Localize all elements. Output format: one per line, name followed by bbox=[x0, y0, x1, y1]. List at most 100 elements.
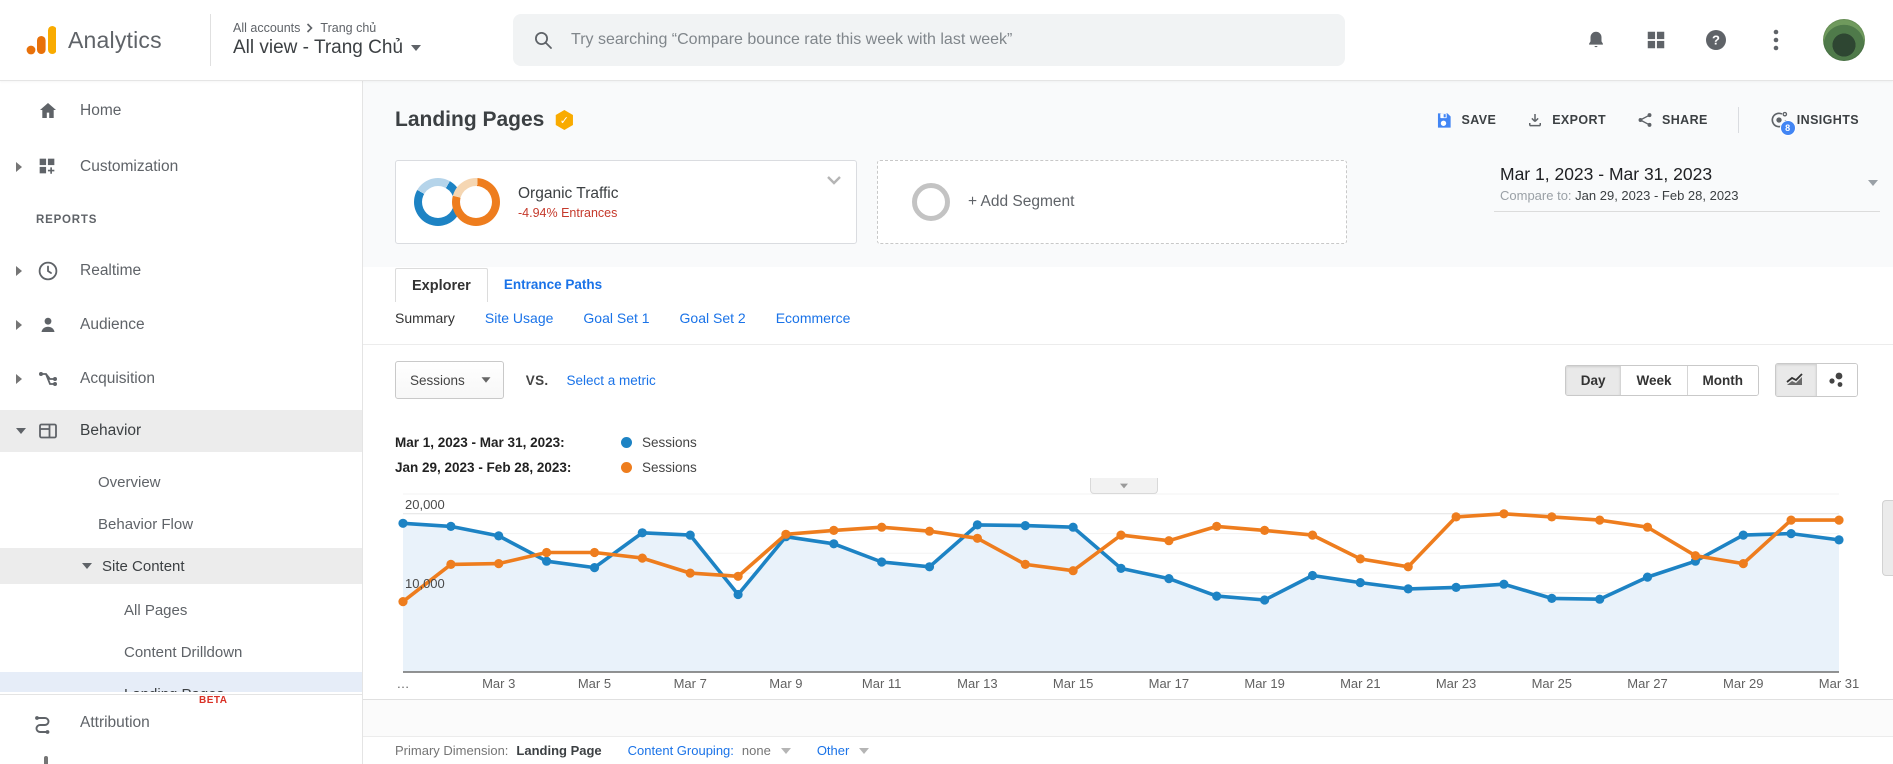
sidebar-item-home[interactable]: Home bbox=[0, 92, 362, 130]
sidebar-item-landing-pages-partial[interactable]: Landing Pages bbox=[0, 672, 362, 692]
sidebar-item-audience[interactable]: Audience bbox=[0, 306, 362, 344]
user-avatar[interactable] bbox=[1823, 19, 1865, 61]
compare-range: Jan 29, 2023 - Feb 28, 2023 bbox=[1575, 188, 1739, 203]
sessions-chart: 10,000 20,000 … Mar 3 Mar 5 Mar 7 Mar 9 Mar 11… bbox=[395, 486, 1860, 700]
top-bar: Analytics All accounts Trang chủ All vie… bbox=[0, 0, 1893, 81]
date-range-picker[interactable]: Mar 1, 2023 - Mar 31, 2023 Compare to: J… bbox=[1494, 160, 1880, 212]
motion-chart-type-button[interactable] bbox=[1816, 364, 1857, 396]
segment-chevron-down-icon[interactable] bbox=[826, 175, 842, 185]
other-dimension-link[interactable]: Other bbox=[816, 743, 850, 758]
chart-plot: 10,000 20,000 bbox=[398, 493, 1844, 673]
sidebar-item-realtime[interactable]: Realtime bbox=[0, 252, 362, 290]
subtab-goal-set-1[interactable]: Goal Set 1 bbox=[583, 310, 650, 326]
notifications-bell-icon[interactable] bbox=[1583, 27, 1609, 53]
export-button[interactable]: EXPORT bbox=[1526, 111, 1606, 129]
chevron-down-icon bbox=[780, 747, 791, 754]
tab-entrance-paths[interactable]: Entrance Paths bbox=[488, 267, 618, 302]
granularity-day-button[interactable]: Day bbox=[1565, 365, 1621, 395]
side-drawer-tab[interactable] bbox=[1882, 500, 1893, 576]
kebab-menu-icon[interactable] bbox=[1763, 27, 1789, 53]
partial-sidebar-icon bbox=[44, 756, 48, 764]
content-grouping-link[interactable]: Content Grouping: bbox=[627, 743, 734, 758]
active-segment-card[interactable]: Organic Traffic -4.94% Entrances bbox=[395, 160, 857, 244]
page-title: Landing Pages ✓ bbox=[395, 108, 574, 132]
view-selector[interactable]: All view - Trang Chủ bbox=[233, 37, 422, 59]
help-icon[interactable]: ? bbox=[1703, 27, 1729, 53]
x-axis-tick: Mar 11 bbox=[861, 676, 902, 691]
primary-dimension-row: Primary Dimension: Landing Page Content … bbox=[362, 736, 1893, 764]
sidebar-item-behavior[interactable]: Behavior bbox=[0, 410, 362, 452]
x-axis-tick: Mar 17 bbox=[1148, 676, 1190, 691]
segment-donut-icons bbox=[414, 178, 500, 226]
line-chart-type-button[interactable] bbox=[1776, 364, 1816, 396]
legend-dot-icon bbox=[621, 462, 632, 473]
x-axis-tick: Mar 3 bbox=[482, 676, 516, 691]
breadcrumb[interactable]: All accounts Trang chủ bbox=[233, 21, 421, 35]
share-button[interactable]: SHARE bbox=[1636, 111, 1708, 129]
granularity-week-button[interactable]: Week bbox=[1620, 365, 1687, 395]
brand[interactable]: Analytics bbox=[0, 25, 202, 55]
sidebar-item-label: Customization bbox=[80, 158, 179, 175]
search-input[interactable] bbox=[569, 30, 1326, 50]
subtab-site-usage[interactable]: Site Usage bbox=[484, 310, 554, 326]
select-metric-link[interactable]: Select a metric bbox=[566, 372, 656, 388]
subtab-goal-set-2[interactable]: Goal Set 2 bbox=[679, 310, 746, 326]
subtab-ecommerce[interactable]: Ecommerce bbox=[775, 310, 851, 326]
search-bar[interactable] bbox=[513, 14, 1346, 66]
breadcrumb-chevron-icon bbox=[306, 23, 314, 33]
tab-label: Explorer bbox=[412, 277, 471, 294]
granularity-toggle: Day Week Month bbox=[1564, 364, 1759, 396]
sidebar-item-label: Home bbox=[80, 102, 122, 119]
metric-dropdown[interactable]: Sessions bbox=[395, 361, 504, 399]
save-button[interactable]: SAVE bbox=[1434, 111, 1496, 130]
x-axis-tick: Mar 9 bbox=[769, 676, 803, 691]
collapse-arrow-icon[interactable] bbox=[16, 428, 26, 434]
line-chart-icon bbox=[1786, 373, 1803, 385]
add-segment-card[interactable]: + Add Segment bbox=[877, 160, 1347, 244]
expand-arrow-icon[interactable] bbox=[16, 266, 22, 276]
sidebar-item-all-pages[interactable]: All Pages bbox=[0, 594, 362, 626]
insights-icon: 8 bbox=[1769, 110, 1796, 136]
sidebar-item-content-drilldown[interactable]: Content Drilldown bbox=[0, 636, 362, 668]
report-toolbar: Landing Pages ✓ SAVE EXPORT bbox=[395, 98, 1859, 142]
subtab-summary[interactable]: Summary bbox=[395, 310, 455, 326]
sidebar-item-site-content[interactable]: Site Content bbox=[0, 548, 362, 584]
svg-text:?: ? bbox=[1712, 33, 1720, 48]
breadcrumb-account[interactable]: Trang chủ bbox=[320, 21, 377, 35]
share-icon bbox=[1636, 111, 1654, 129]
expand-arrow-icon[interactable] bbox=[16, 374, 22, 384]
sidebar-item-label: All Pages bbox=[124, 601, 188, 619]
save-icon bbox=[1434, 111, 1453, 130]
acquisition-icon bbox=[36, 367, 60, 391]
expand-arrow-icon[interactable] bbox=[16, 162, 22, 172]
breadcrumb-all-accounts[interactable]: All accounts bbox=[233, 21, 301, 35]
analytics-logo-icon bbox=[26, 25, 56, 55]
granularity-month-button[interactable]: Month bbox=[1686, 365, 1758, 395]
primary-dimension-value[interactable]: Landing Page bbox=[516, 743, 602, 758]
x-axis-tick: Mar 7 bbox=[673, 676, 707, 691]
expand-arrow-icon[interactable] bbox=[16, 320, 22, 330]
sidebar-item-label: Landing Pages bbox=[124, 686, 224, 692]
actions-divider bbox=[1737, 107, 1739, 133]
sidebar-item-label: Realtime bbox=[80, 262, 142, 279]
sidebar-item-behavior-flow[interactable]: Behavior Flow bbox=[0, 508, 362, 540]
apps-grid-icon[interactable] bbox=[1643, 27, 1669, 53]
chevron-down-icon bbox=[481, 377, 491, 383]
chevron-down-icon bbox=[859, 747, 870, 754]
sidebar-item-label: Audience bbox=[80, 316, 145, 333]
sidebar-item-overview[interactable]: Overview bbox=[0, 466, 362, 498]
tab-explorer[interactable]: Explorer bbox=[395, 268, 488, 303]
sidebar-item-attribution[interactable]: Attribution BETA bbox=[0, 695, 362, 744]
sidebar-item-customization[interactable]: Customization bbox=[0, 148, 362, 186]
metric-dropdown-value: Sessions bbox=[410, 372, 465, 388]
clock-icon bbox=[36, 259, 60, 283]
sidebar-divider bbox=[0, 694, 362, 695]
header-divider bbox=[210, 14, 211, 66]
insights-button[interactable]: 8 INSIGHTS bbox=[1769, 110, 1859, 136]
collapse-arrow-icon[interactable] bbox=[82, 563, 92, 569]
sidebar-item-acquisition[interactable]: Acquisition bbox=[0, 360, 362, 398]
segment-name: Organic Traffic bbox=[518, 184, 619, 202]
x-axis-labels: … Mar 3 Mar 5 Mar 7 Mar 9 Mar 11 Mar 13 Mar 15 M… bbox=[395, 676, 1860, 694]
chart-drawer-handle[interactable] bbox=[1090, 478, 1158, 494]
verified-badge-icon: ✓ bbox=[555, 110, 573, 130]
